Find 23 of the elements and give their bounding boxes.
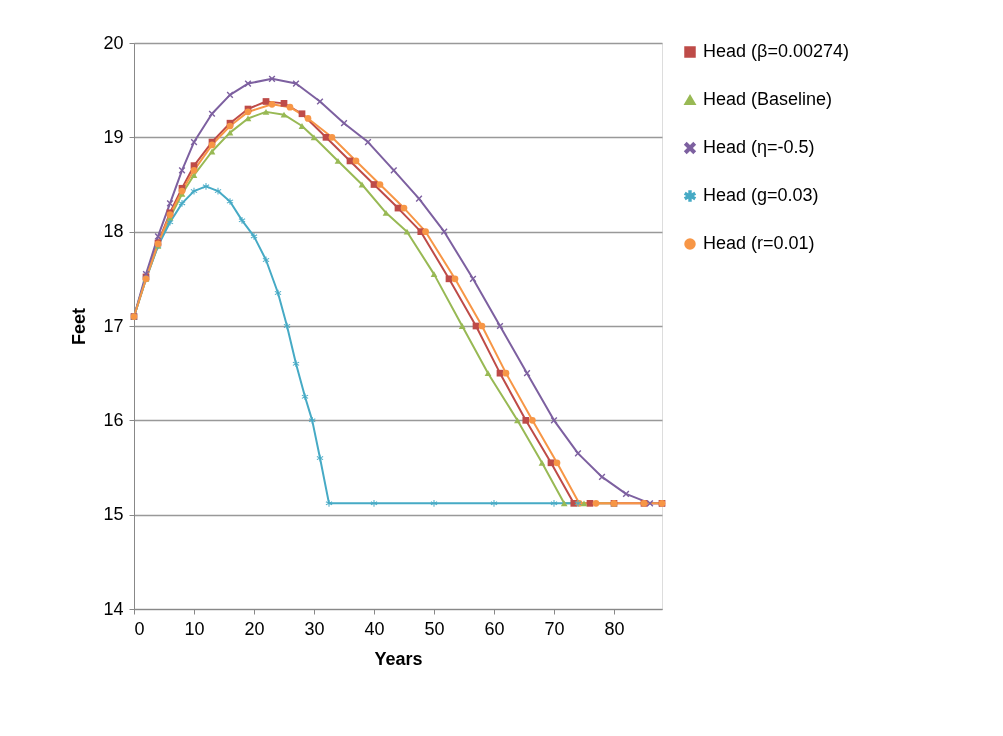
y-tick-label: 14 (103, 598, 124, 619)
y-axis-title: Feet (69, 307, 90, 346)
y-tick-label: 20 (103, 32, 124, 53)
y-tick-label: 17 (103, 315, 124, 336)
legend-label: Head (g=0.03) (703, 185, 819, 205)
x-axis-title: Years (374, 648, 423, 669)
y-tick-label: 18 (103, 221, 124, 242)
x-tick-label: 50 (424, 618, 445, 639)
legend-label: Head (η=-0.5) (703, 137, 815, 157)
legend-label: Head (r=0.01) (703, 233, 815, 253)
x-tick-label: 80 (604, 618, 625, 639)
y-tick-label: 19 (103, 126, 124, 147)
x-tick-label: 40 (364, 618, 385, 639)
x-tick-label: 20 (244, 618, 265, 639)
legend-label: Head (Baseline) (703, 89, 833, 109)
x-tick-label: 10 (184, 618, 205, 639)
x-tick-label: 30 (304, 618, 325, 639)
legend-label: Head (β=0.00274) (703, 41, 849, 61)
x-tick-label: 60 (484, 618, 505, 639)
x-tick-label: 70 (544, 618, 565, 639)
y-tick-label: 15 (103, 504, 124, 525)
x-tick-label: 0 (134, 618, 145, 639)
y-tick-label: 16 (103, 409, 124, 430)
